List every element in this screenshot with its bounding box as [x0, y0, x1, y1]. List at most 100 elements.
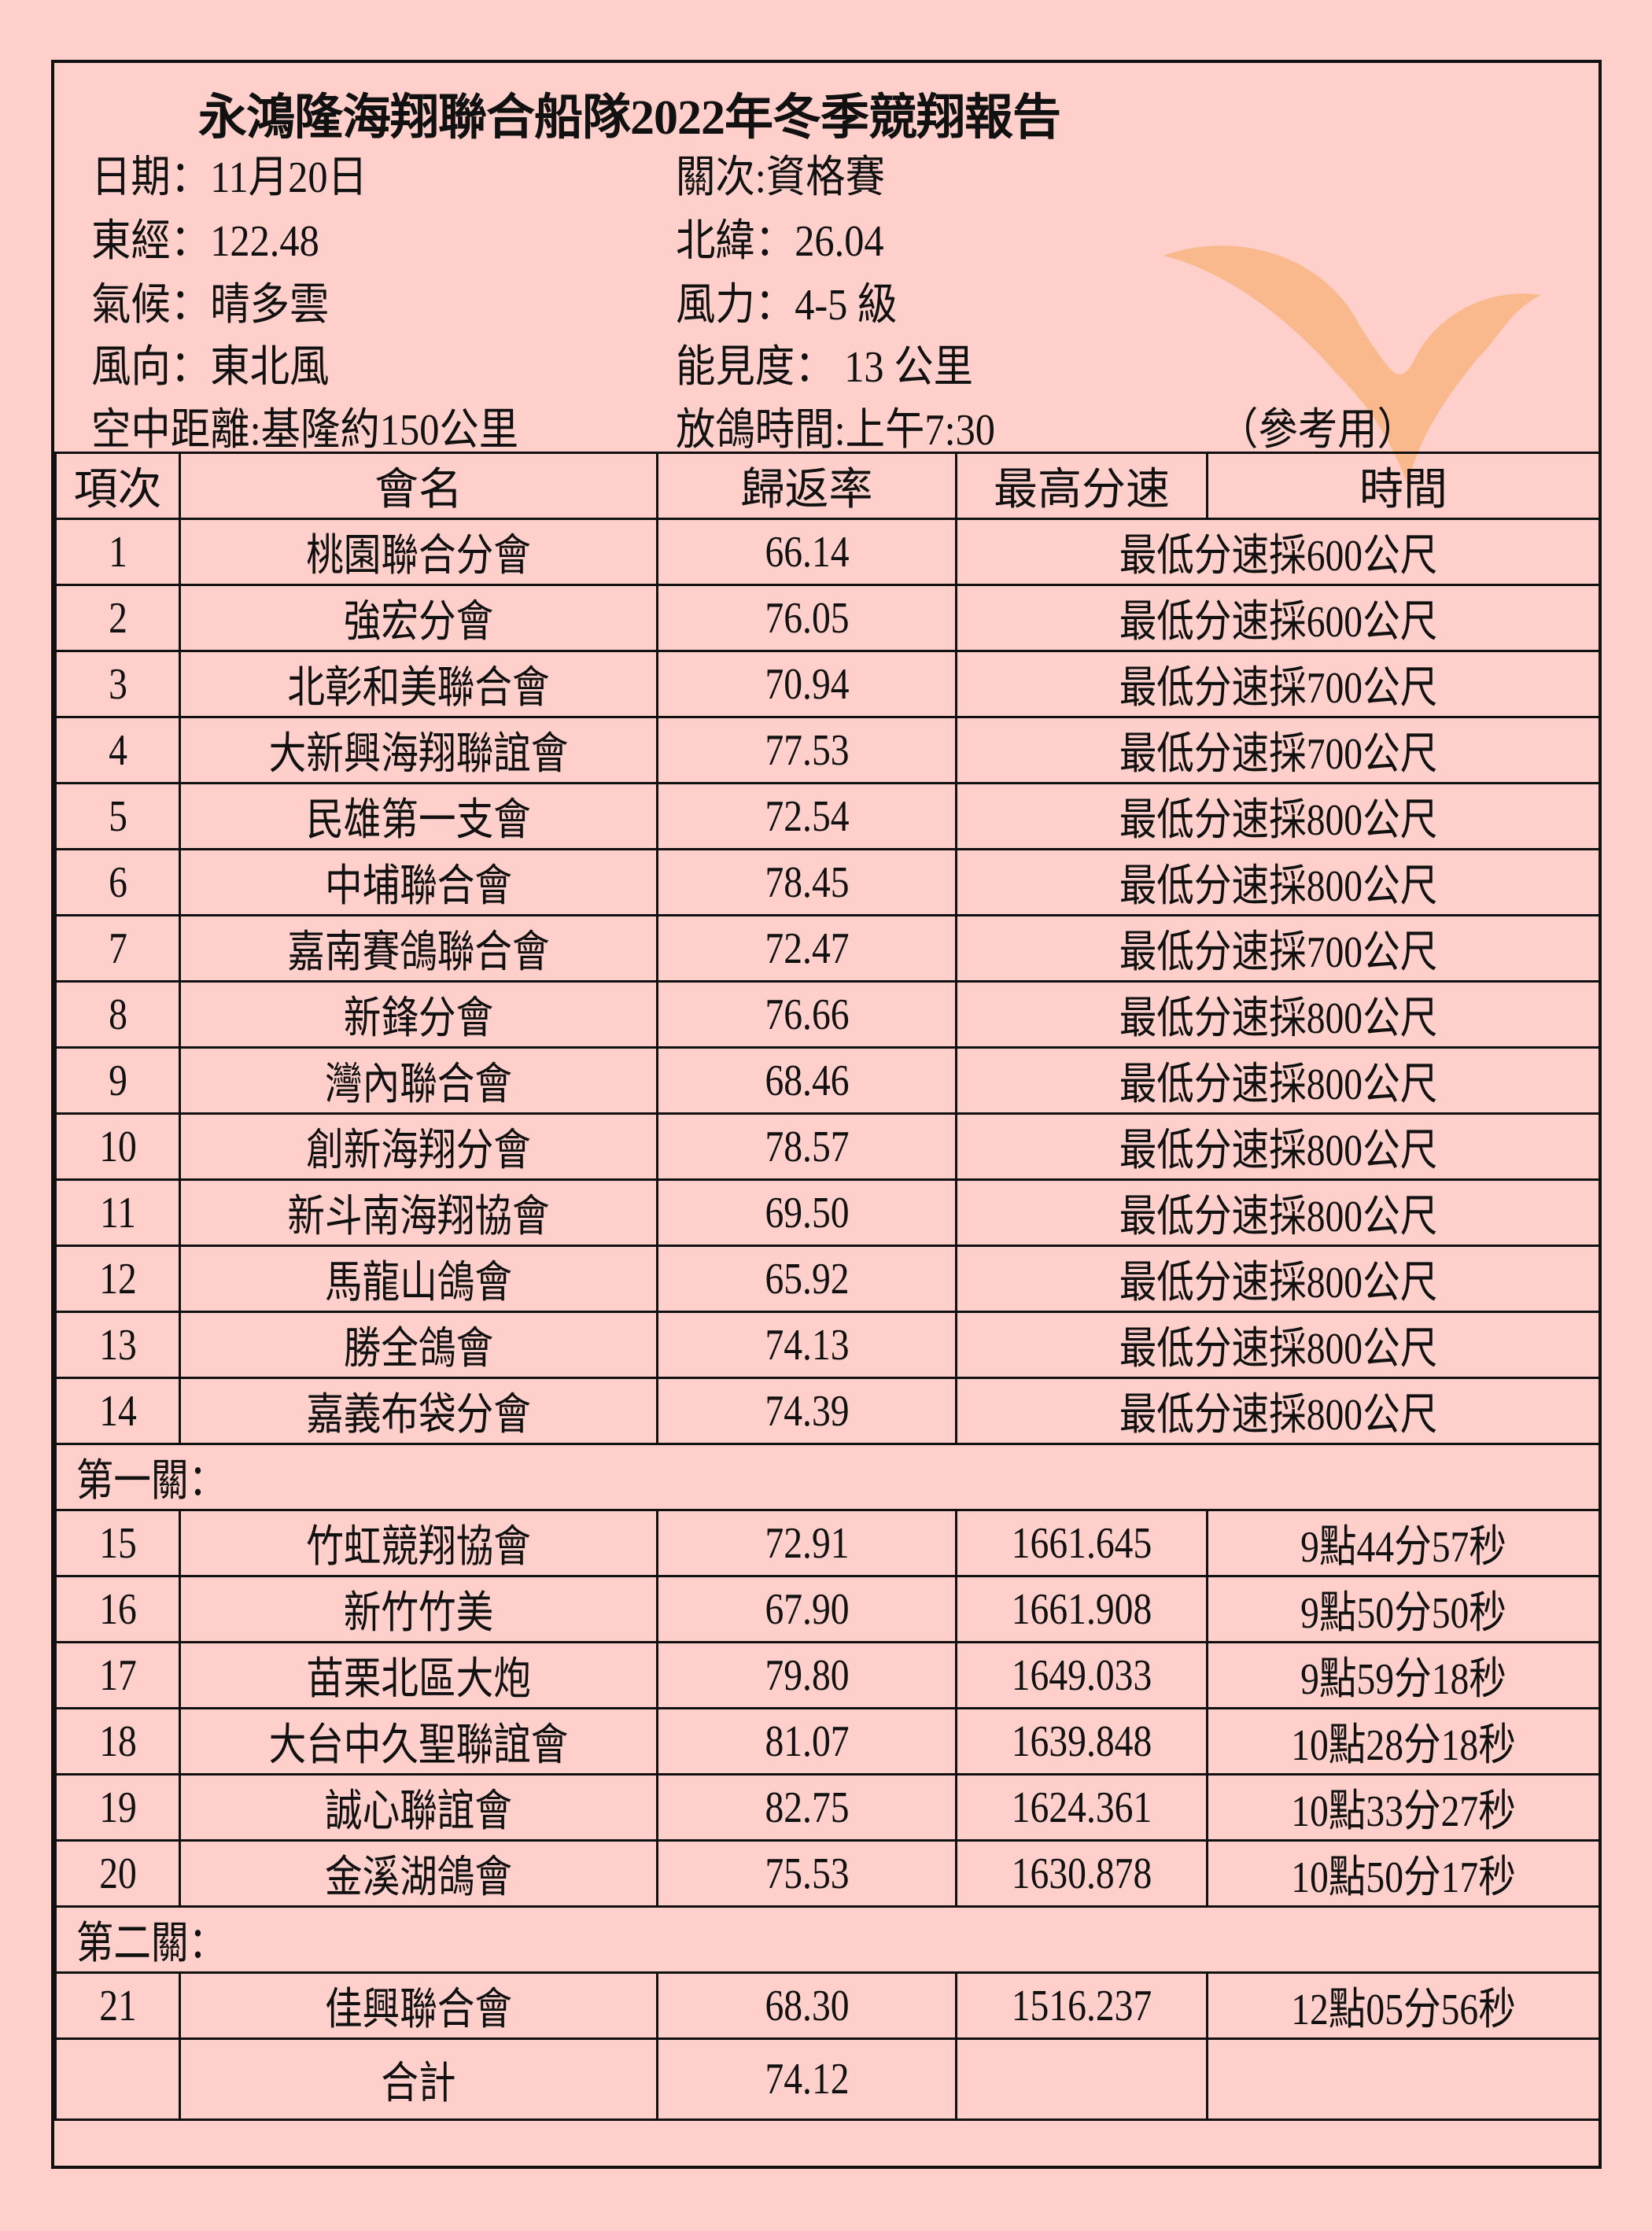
cell-name-text: 竹虹競翔協會 [306, 1523, 531, 1572]
table-row: 21 佳興聯合會 68.30 1516.237 12點05分56秒 [54, 1971, 1601, 2040]
cell-time-text: 9點44分57秒 [1300, 1523, 1506, 1572]
cell-speed: 1639.848 [955, 1707, 1208, 1776]
report-frame: 永鴻隆海翔聯合船隊2022年冬季競翔報告 日期：11月20日 關次:資格賽 東經… [51, 60, 1602, 2169]
wind-force: 風力：4-5 級 [676, 281, 898, 330]
table-row: 10 創新海翔分會 78.57 最低分速採800公尺 [54, 1112, 1601, 1181]
cell-rate-text: 76.05 [764, 593, 850, 643]
cell-time: 9點50分50秒 [1206, 1575, 1601, 1643]
col-header-no: 項次 [54, 452, 181, 520]
total-row: 合計 74.12 [54, 2037, 1601, 2121]
cell-note: 最低分速採600公尺 [955, 584, 1601, 652]
cell-name-text: 嘉義布袋分會 [306, 1391, 531, 1440]
table-row: 2 強宏分會 76.05 最低分速採600公尺 [54, 584, 1601, 652]
table-row: 4 大新興海翔聯誼會 77.53 最低分速採700公尺 [54, 716, 1601, 784]
cell-note-text: 最低分速採800公尺 [1119, 1127, 1437, 1175]
cell-rate-text: 82.75 [764, 1783, 850, 1832]
cell-no-text: 4 [108, 725, 127, 775]
cell-no-text: 19 [98, 1783, 137, 1832]
cell-rate-text: 78.45 [764, 857, 850, 907]
cell-no-text: 3 [108, 659, 127, 709]
cell-rate-text: 74.13 [764, 1320, 850, 1370]
cell-name: 大新興海翔聯誼會 [179, 716, 658, 784]
section-label: 第二關： [54, 1905, 1601, 1974]
cell-name-text: 新斗南海翔協會 [287, 1193, 550, 1241]
table-row: 14 嘉義布袋分會 74.39 最低分速採800公尺 [54, 1377, 1601, 1445]
cell-empty [955, 2037, 1208, 2121]
cell-note-text: 最低分速採700公尺 [1119, 928, 1437, 977]
cell-no-text: 5 [108, 791, 127, 841]
cell-no-text: 16 [98, 1584, 137, 1634]
cell-note-text: 最低分速採800公尺 [1119, 796, 1437, 845]
cell-name: 嘉義布袋分會 [179, 1377, 658, 1445]
cell-time: 9點44分57秒 [1206, 1509, 1601, 1577]
total-rate: 74.12 [656, 2037, 957, 2121]
cell-name: 北彰和美聯合會 [179, 650, 658, 718]
cell-time-text: 10點50分17秒 [1291, 1853, 1516, 1902]
cell-speed-text: 1630.878 [1011, 1849, 1152, 1898]
cell-name: 誠心聯誼會 [179, 1773, 658, 1842]
reference-note: （參考用） [1219, 406, 1417, 455]
cell-note: 最低分速採800公尺 [955, 782, 1601, 850]
cell-no-text: 12 [98, 1254, 137, 1304]
table-row: 20 金溪湖鴿會 75.53 1630.878 10點50分17秒 [54, 1839, 1601, 1908]
longitude: 東經：122.48 [91, 217, 319, 266]
cell-note-text: 最低分速採800公尺 [1119, 1193, 1437, 1241]
cell-time: 9點59分18秒 [1206, 1641, 1601, 1709]
cell-rate-text: 79.80 [764, 1650, 850, 1700]
cell-rate-text: 72.54 [764, 791, 850, 841]
cell-name-text: 嘉南賽鴿聯合會 [287, 928, 550, 977]
cell-speed: 1630.878 [955, 1839, 1208, 1908]
cell-name: 桃園聯合分會 [179, 518, 658, 586]
cell-name: 馬龍山鴿會 [179, 1245, 658, 1313]
section-label-text: 第一關： [76, 1457, 227, 1506]
cell-time-text: 10點28分18秒 [1291, 1721, 1516, 1770]
cell-name-text: 佳興聯合會 [325, 1986, 512, 2034]
cell-name-text: 誠心聯誼會 [325, 1787, 512, 1836]
report-header: 永鴻隆海翔聯合船隊2022年冬季競翔報告 日期：11月20日 關次:資格賽 東經… [54, 63, 1599, 484]
cell-rate-text: 77.53 [764, 725, 850, 775]
cell-rate: 74.13 [656, 1311, 957, 1379]
cell-name-text: 灣內聯合會 [325, 1060, 512, 1109]
cell-name-text: 北彰和美聯合會 [287, 664, 550, 713]
cell-name-text: 創新海翔分會 [306, 1127, 531, 1175]
cell-note: 最低分速採800公尺 [955, 1311, 1601, 1379]
cell-note-text: 最低分速採800公尺 [1119, 1325, 1437, 1374]
cell-no-text: 17 [98, 1650, 137, 1700]
cell-note: 最低分速採700公尺 [955, 914, 1601, 983]
cell-rate: 72.54 [656, 782, 957, 850]
cell-rate: 78.57 [656, 1112, 957, 1181]
cell-no: 17 [54, 1641, 181, 1709]
table-row: 11 新斗南海翔協會 69.50 最低分速採800公尺 [54, 1178, 1601, 1247]
cell-rate-text: 68.46 [764, 1056, 850, 1105]
cell-no: 16 [54, 1575, 181, 1643]
cell-speed-text: 1649.033 [1011, 1650, 1152, 1700]
cell-name-text: 馬龍山鴿會 [325, 1259, 512, 1307]
cell-name-text: 苗栗北區大炮 [306, 1655, 531, 1704]
cell-name-text: 勝全鴿會 [343, 1325, 494, 1374]
cell-name: 金溪湖鴿會 [179, 1839, 658, 1908]
cell-name: 大台中久聖聯誼會 [179, 1707, 658, 1776]
col-header-time: 時間 [1206, 452, 1601, 520]
cell-name: 嘉南賽鴿聯合會 [179, 914, 658, 983]
cell-note-text: 最低分速採800公尺 [1119, 1259, 1437, 1307]
cell-speed: 1516.237 [955, 1971, 1208, 2040]
cell-rate: 77.53 [656, 716, 957, 784]
cell-speed-text: 1639.848 [1011, 1717, 1152, 1766]
cell-name-text: 強宏分會 [343, 598, 494, 647]
cell-speed-text: 1661.908 [1011, 1584, 1152, 1634]
cell-name: 新鋒分會 [179, 980, 658, 1049]
cell-no-text: 9 [108, 1056, 127, 1105]
cell-rate: 69.50 [656, 1178, 957, 1247]
total-rate-text: 74.12 [764, 2055, 850, 2104]
cell-rate: 65.92 [656, 1245, 957, 1313]
cell-rate: 79.80 [656, 1641, 957, 1709]
cell-no-text: 8 [108, 990, 127, 1039]
cell-rate-text: 67.90 [764, 1584, 850, 1634]
cell-note-text: 最低分速採700公尺 [1119, 664, 1437, 713]
cell-rate: 68.46 [656, 1046, 957, 1115]
cell-no-text: 2 [108, 593, 127, 643]
cell-rate-text: 65.92 [764, 1254, 850, 1304]
table-row: 1 桃園聯合分會 66.14 最低分速採600公尺 [54, 518, 1601, 586]
col-header-name: 會名 [179, 452, 658, 520]
cell-rate-text: 72.91 [764, 1518, 850, 1568]
